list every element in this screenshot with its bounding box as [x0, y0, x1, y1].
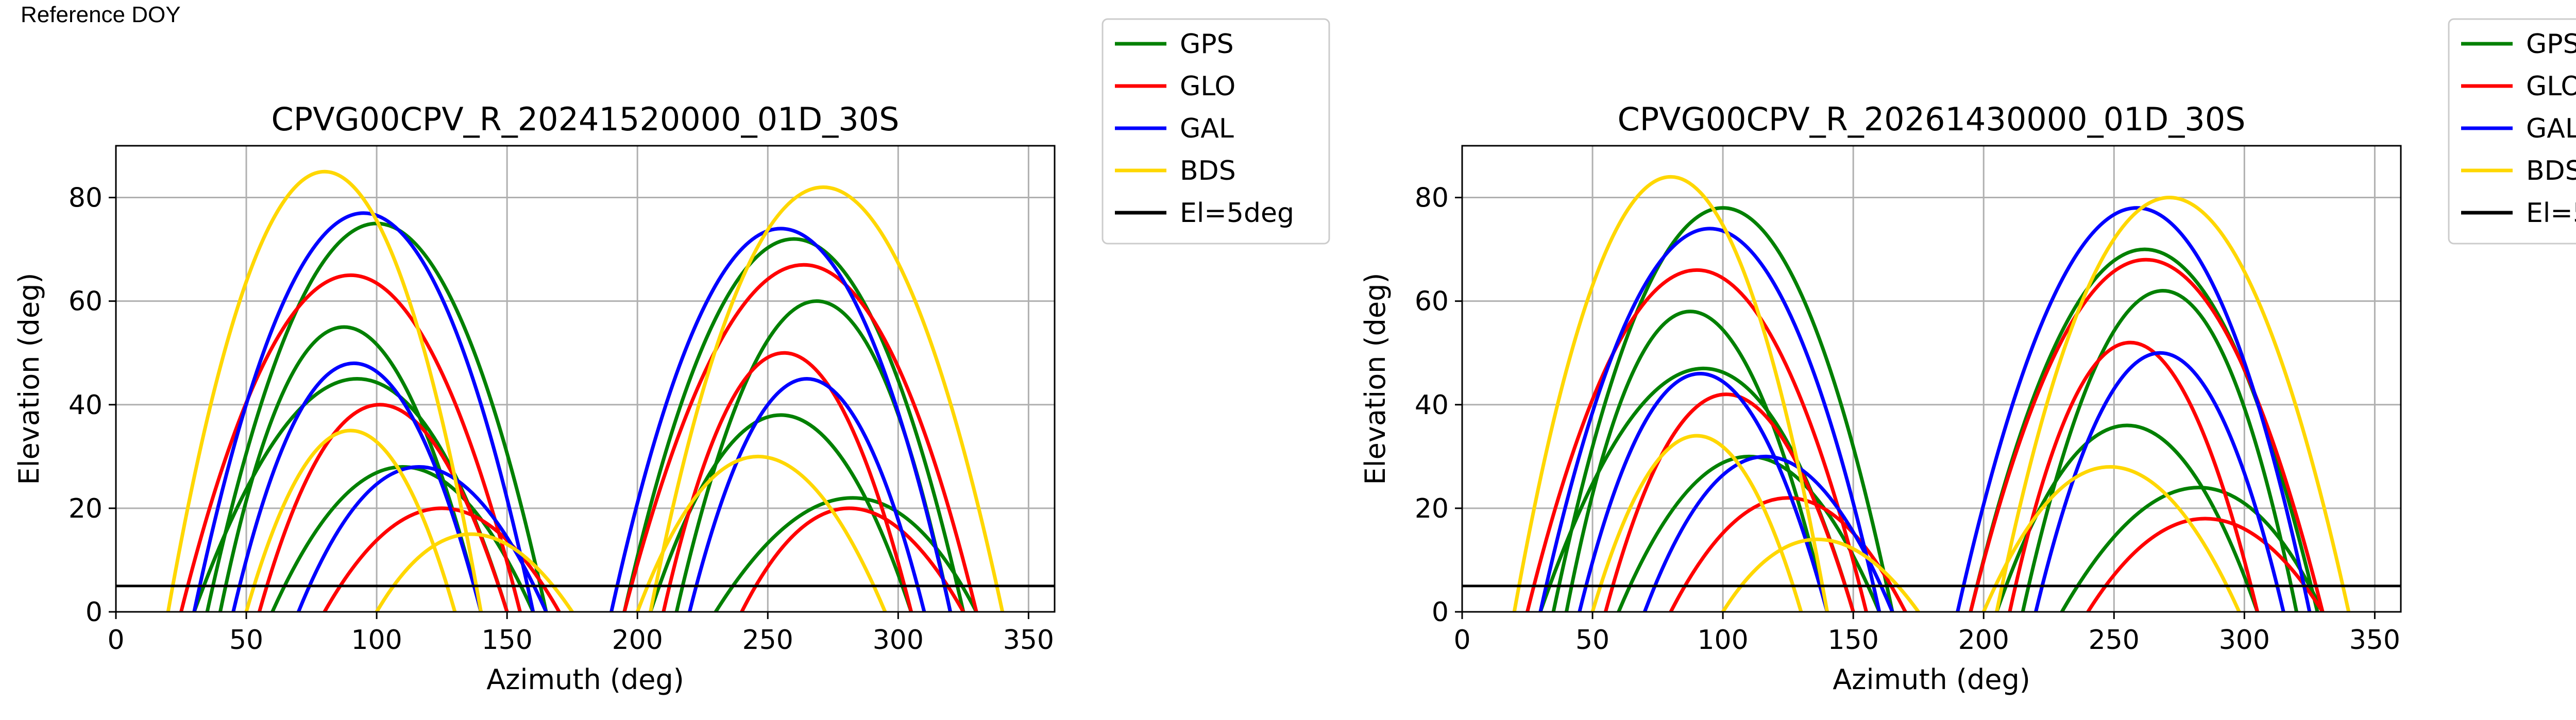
track-glo: [1669, 496, 1907, 612]
track-glo: [179, 273, 522, 612]
legend-label: BDS: [2526, 156, 2576, 186]
x-tick-label: 200: [612, 625, 663, 656]
track-gps: [1565, 310, 1829, 612]
track-bds: [1721, 537, 1920, 612]
legend-label: El=5deg: [1180, 198, 1294, 229]
x-tick-label: 0: [107, 625, 124, 656]
y-tick-label: 0: [86, 597, 103, 628]
x-tick-label: 200: [1958, 625, 2009, 656]
track-bds: [244, 428, 457, 612]
legend-box: [1101, 18, 1330, 245]
track-bds: [649, 185, 1005, 612]
track-gps: [622, 237, 965, 612]
track-glo: [323, 506, 561, 612]
legend-label: GAL: [1180, 113, 1234, 144]
track-gps: [2060, 486, 2325, 612]
x-tick-label: 100: [1697, 625, 1748, 656]
track-gps: [218, 325, 483, 612]
y-tick-label: 60: [69, 286, 103, 317]
x-tick-label: 300: [873, 625, 924, 656]
y-tick-label: 40: [69, 390, 103, 421]
x-tick-label: 350: [1003, 625, 1054, 656]
legend-label: GLO: [2526, 71, 2576, 102]
x-tick-label: 250: [742, 625, 793, 656]
track-glo: [2086, 517, 2325, 612]
y-tick-label: 60: [1415, 286, 1449, 317]
x-tick-label: 150: [1828, 625, 1879, 656]
track-gps: [1617, 455, 1882, 612]
track-gps: [2021, 289, 2298, 612]
chart-panel-left: 0 50 100 150 200 250 300 350 0 20 40 60 80 CPVG00CPV_…: [13, 18, 1330, 696]
track-gal: [688, 377, 926, 612]
track-glo: [1526, 268, 1868, 612]
track-gps: [714, 496, 978, 612]
legend-label: GPS: [2526, 29, 2576, 60]
track-gal: [1643, 455, 1894, 612]
y-tick-label: 80: [69, 183, 103, 214]
track-glo: [1969, 258, 2325, 612]
y-tick-label: 20: [1415, 493, 1449, 524]
legend-label: El=5deg: [2526, 198, 2576, 229]
axes-frame: [115, 145, 1056, 613]
x-tick-label: 50: [1575, 625, 1609, 656]
chart-panel-right: 0 50 100 150 200 250 300 350 0 20 40 60 80 CPVG00CPV_…: [1359, 18, 2576, 696]
x-tick-label: 250: [2089, 625, 2140, 656]
track-gps: [1551, 206, 1894, 612]
x-tick-label: 150: [482, 625, 533, 656]
axes-frame: [1461, 145, 2402, 613]
legend-label: GAL: [2526, 113, 2576, 144]
track-gal: [1578, 371, 1829, 612]
track-bds: [635, 455, 887, 612]
x-tick-label: 300: [2219, 625, 2270, 656]
track-bds: [1590, 434, 1803, 612]
x-axis-label: Azimuth (deg): [486, 663, 684, 696]
legend-label: GPS: [1180, 29, 1234, 60]
y-tick-label: 20: [69, 493, 103, 524]
track-glo: [2008, 340, 2260, 612]
track-gal: [1538, 227, 1882, 612]
y-tick-label: 40: [1415, 390, 1449, 421]
x-tick-label: 50: [229, 625, 263, 656]
track-gal: [231, 362, 483, 612]
x-tick-label: 0: [1453, 625, 1470, 656]
legend-box: [2448, 18, 2576, 245]
x-axis-label: Azimuth (deg): [1833, 663, 2030, 696]
y-tick-label: 0: [1432, 597, 1449, 628]
track-bds: [166, 170, 483, 612]
x-tick-label: 100: [351, 625, 402, 656]
track-bds: [1995, 196, 2351, 612]
track-gal: [1956, 206, 2312, 612]
track-bds: [375, 532, 574, 612]
track-bds: [1982, 465, 2241, 612]
data-layer: [166, 170, 1005, 612]
track-gal: [609, 227, 952, 612]
data-layer: [1512, 175, 2351, 612]
track-glo: [740, 506, 965, 612]
legend-label: BDS: [1180, 156, 1236, 186]
y-tick-label: 80: [1415, 183, 1449, 214]
y-axis-label: Elevation (deg): [13, 273, 45, 485]
y-axis-label: Elevation (deg): [1359, 273, 1392, 485]
chart-title: CPVG00CPV_R_20241520000_01D_30S: [272, 100, 900, 138]
track-bds: [1512, 175, 1829, 612]
figure-label: Reference DOY: [21, 2, 181, 27]
track-glo: [622, 263, 978, 612]
track-gal: [192, 211, 535, 612]
x-tick-label: 350: [2349, 625, 2400, 656]
chart-title: CPVG00CPV_R_20261430000_01D_30S: [1618, 100, 2246, 138]
track-gal: [297, 465, 548, 612]
track-glo: [257, 403, 509, 612]
legend-label: GLO: [1180, 71, 1235, 102]
track-glo: [662, 351, 913, 612]
